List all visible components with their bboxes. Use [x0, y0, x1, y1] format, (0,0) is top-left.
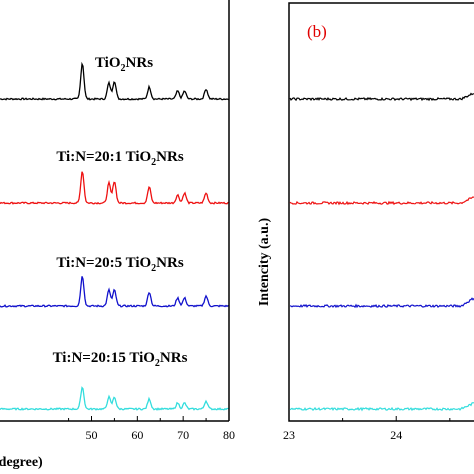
- series-label-1: TiO2NRs: [95, 55, 153, 74]
- series-line-left-4: [0, 386, 230, 411]
- right-y-axis-title: Intencity (a.u.): [257, 218, 272, 307]
- left-x-axis-title: (degree): [0, 455, 43, 470]
- series-line-left-1: [0, 61, 230, 101]
- left-xtick-label-60: 60: [131, 428, 143, 442]
- series-line-right-1: [289, 92, 474, 102]
- series-line-left-3: [0, 276, 230, 308]
- panel-label-b: (b): [307, 22, 327, 41]
- series-line-left-2: [0, 171, 230, 205]
- left-xtick-label-50: 50: [86, 428, 98, 442]
- left-xtick-label-80: 80: [223, 428, 235, 442]
- series-label-2: Ti:N=20:1 TiO2NRs: [56, 149, 183, 168]
- series-line-right-3: [289, 297, 474, 309]
- series-label-4: Ti:N=20:15 TiO2NRs: [53, 350, 188, 369]
- series-line-right-2: [289, 196, 474, 206]
- series-label-3: Ti:N=20:5 TiO2NRs: [56, 255, 183, 274]
- right-plot-frame: [288, 2, 474, 422]
- series-line-right-4: [289, 402, 474, 412]
- right-xtick-label-23: 23: [283, 428, 295, 442]
- right-xtick-label-24: 24: [390, 428, 402, 442]
- left-xtick-label-70: 70: [177, 428, 189, 442]
